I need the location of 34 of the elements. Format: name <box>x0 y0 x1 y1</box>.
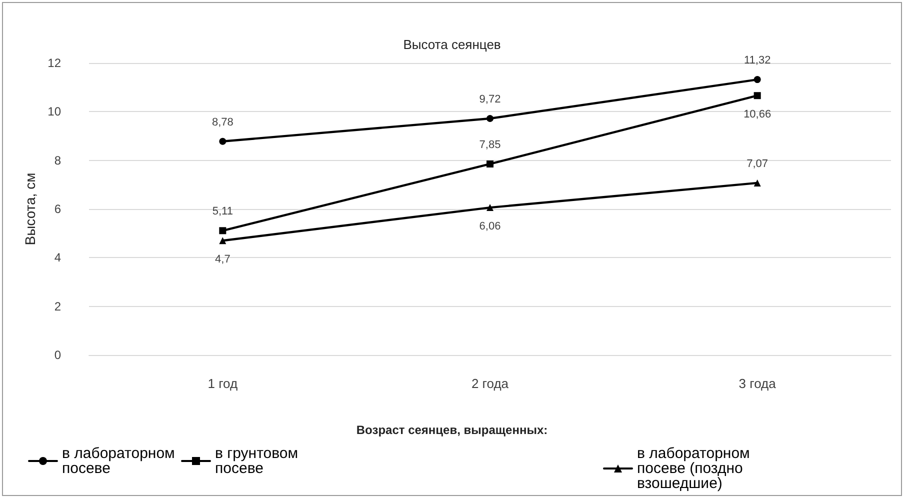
data-label: 9,72 <box>479 93 501 106</box>
point <box>219 138 226 145</box>
point <box>754 76 761 84</box>
point <box>486 204 494 212</box>
data-label: 8,78 <box>212 116 234 128</box>
point <box>219 227 226 234</box>
x-tick-label: 3 года <box>738 376 777 391</box>
point <box>219 237 226 244</box>
legend-title: Возраст сеянцев, выращенных: <box>356 423 548 437</box>
point <box>754 179 761 186</box>
y-tick-label: 8 <box>54 153 62 168</box>
data-label: 5,11 <box>212 206 233 218</box>
data-label: 10,66 <box>744 108 772 121</box>
point <box>486 114 494 122</box>
point <box>754 92 761 100</box>
x-tick-label: 1 год <box>208 376 238 391</box>
y-tick-label: 4 <box>54 250 62 265</box>
y-tick-label: 12 <box>48 56 62 70</box>
data-label: 6,06 <box>479 220 501 233</box>
legend-label: в лабораторном посеве <box>62 445 180 477</box>
legend-label: в грунтовом посеве <box>215 445 302 477</box>
y-tick-label: 2 <box>54 299 62 314</box>
data-label: 7,85 <box>479 138 501 151</box>
point <box>486 160 494 168</box>
y-axis-title: Высота, см <box>22 172 38 246</box>
y-tick-label: 6 <box>54 202 62 216</box>
data-label: 4,7 <box>215 254 230 266</box>
y-tick-label: 10 <box>48 104 62 119</box>
x-tick-label: 2 года <box>471 376 510 391</box>
data-label: 7,07 <box>746 158 768 170</box>
legend-label: в лабораторном посеве (поздно взошедшие) <box>637 445 754 492</box>
chart-title: Высота сеянцев <box>403 37 501 52</box>
data-label: 11,32 <box>744 54 771 67</box>
y-tick-label: 0 <box>54 348 62 362</box>
